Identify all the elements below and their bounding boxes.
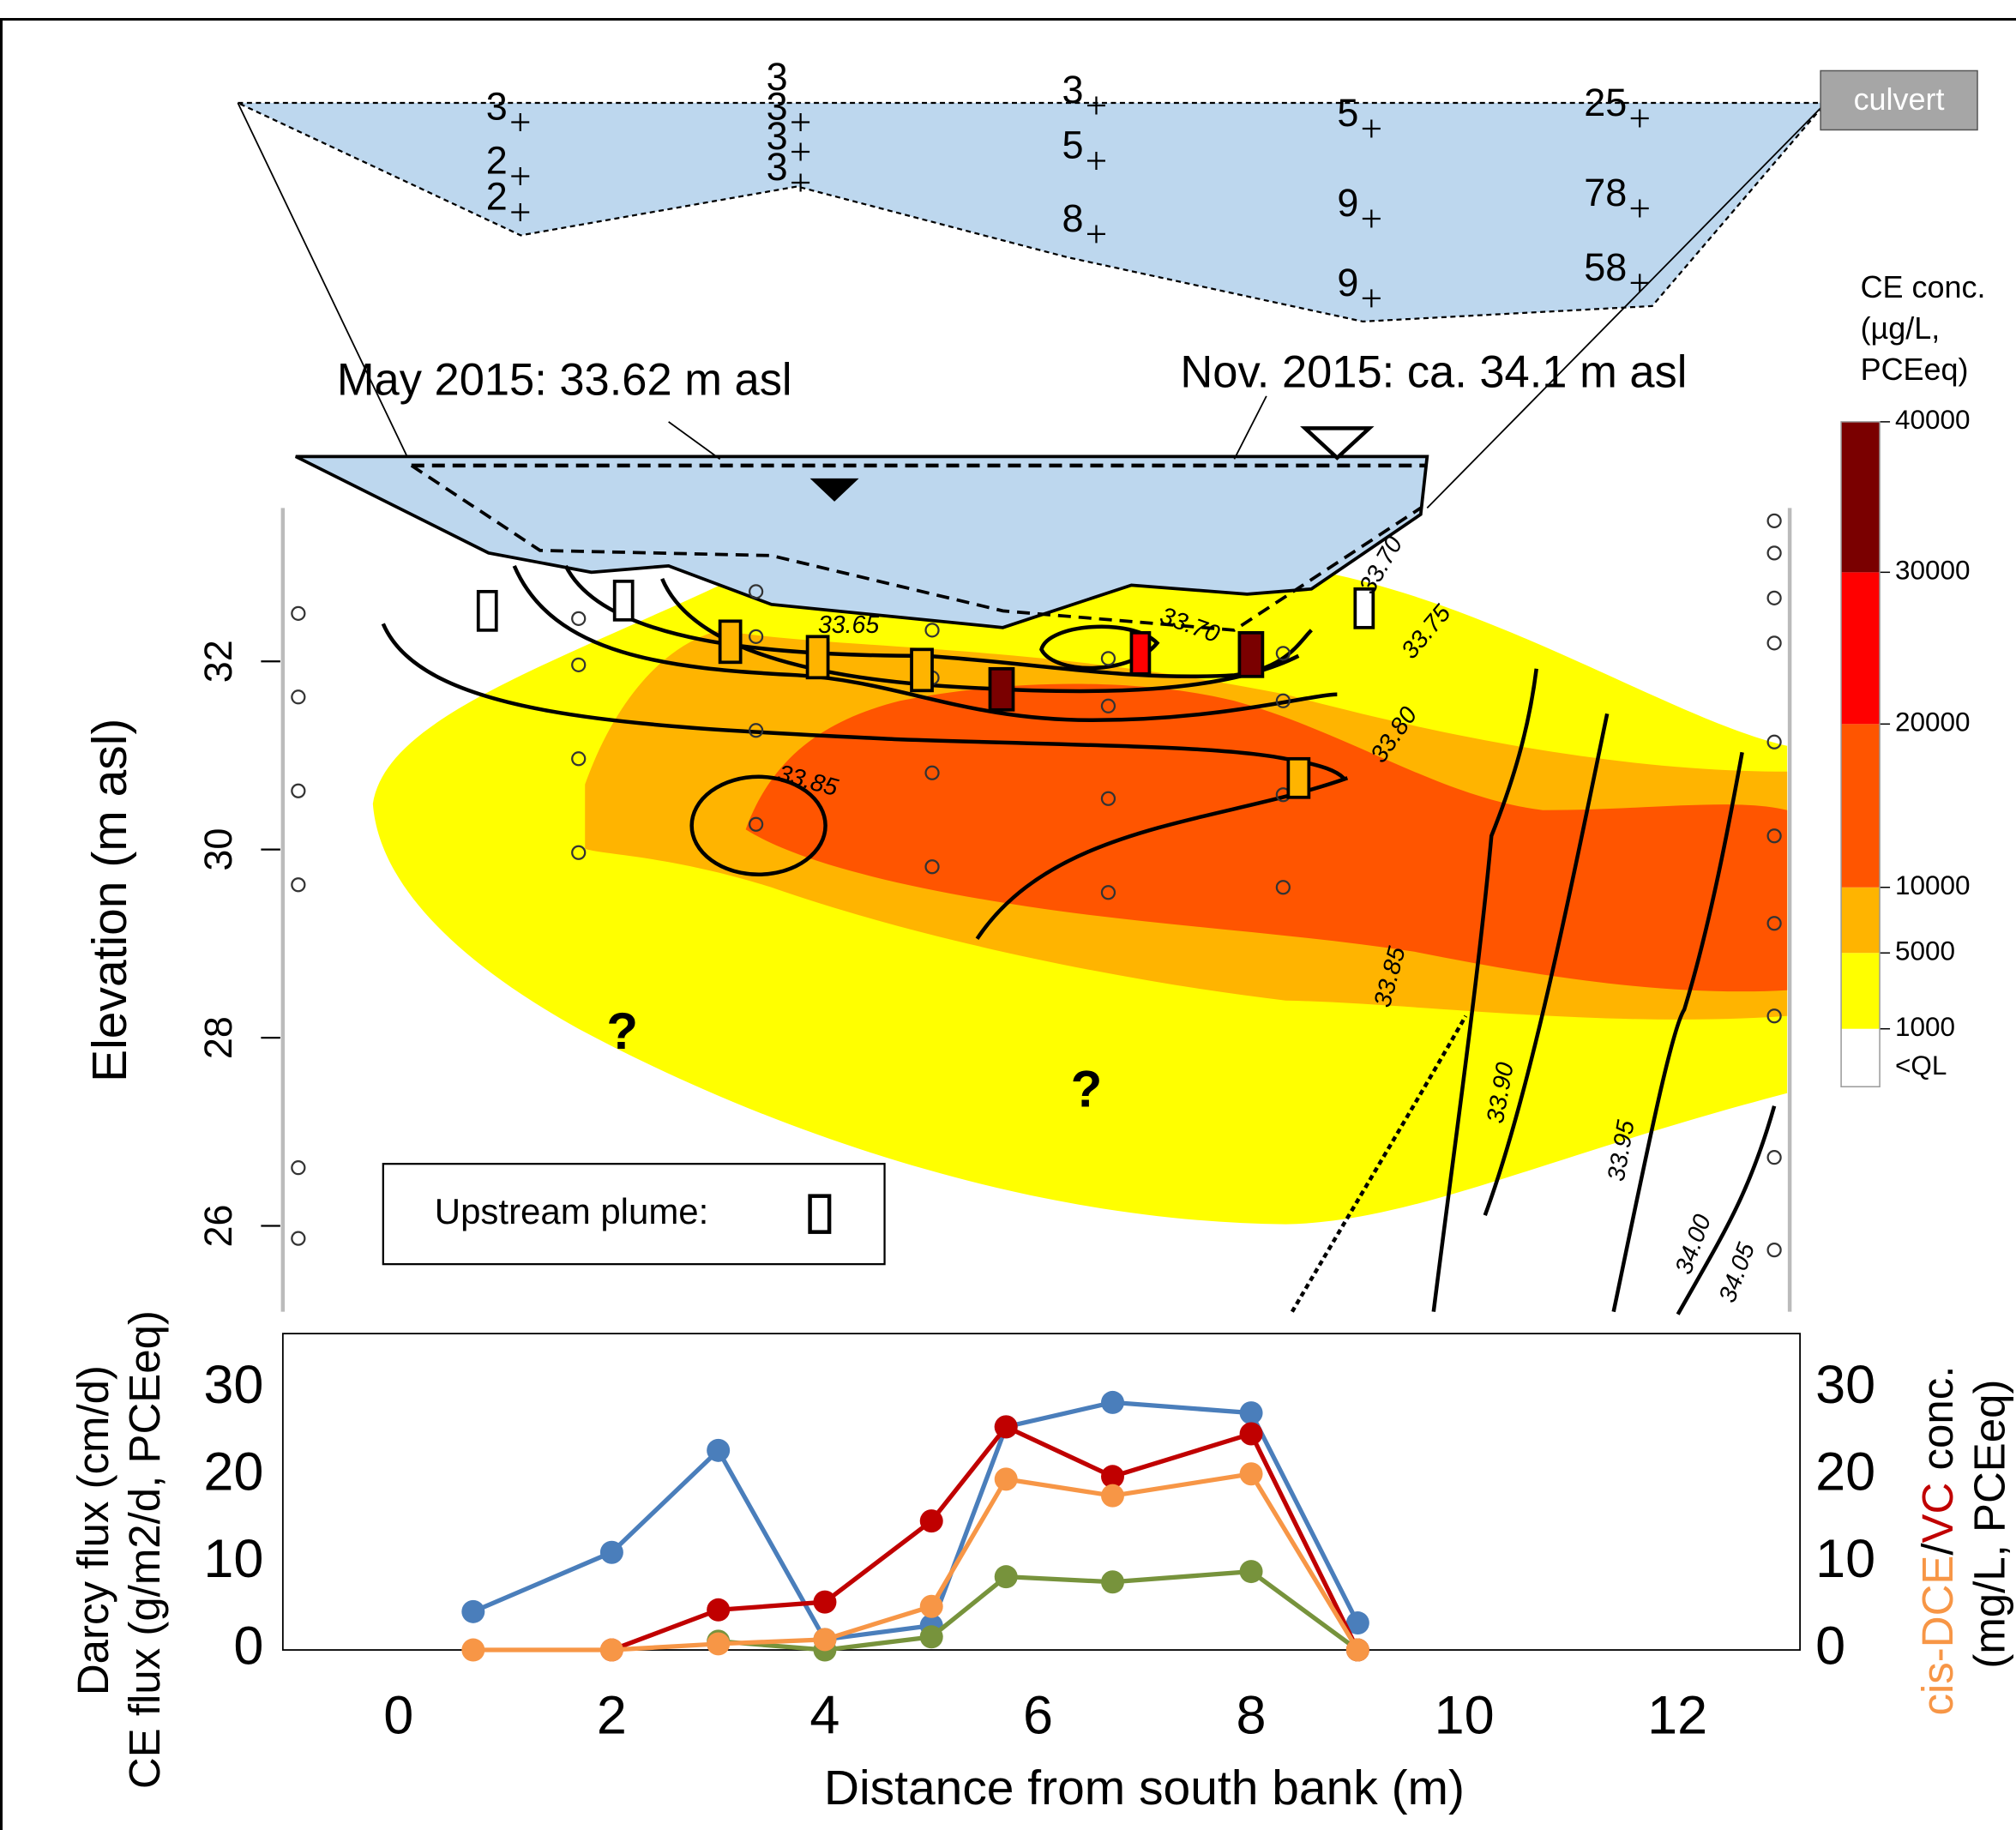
data-point — [1101, 1570, 1124, 1593]
plume-marker — [720, 621, 741, 662]
y2-tick-label: 0 — [1815, 1616, 1845, 1676]
sample-value: 9 — [1337, 181, 1358, 225]
sample-value: 9 — [1337, 261, 1358, 304]
colorbar-band — [1841, 953, 1880, 1028]
colorbar-band — [1841, 422, 1880, 572]
data-point — [995, 1467, 1018, 1490]
y2-tick-label: 20 — [1815, 1442, 1875, 1502]
y2-axis-title-part: conc. — [1914, 1366, 1963, 1483]
colorbar-title: PCEeq) — [1861, 352, 1969, 387]
y2-tick-label: 30 — [1815, 1355, 1875, 1415]
unknown-mark: ? — [606, 1002, 638, 1060]
plume-marker — [1131, 633, 1149, 674]
y-tick-label: 30 — [196, 828, 240, 871]
data-point — [995, 1565, 1018, 1588]
data-point — [461, 1600, 484, 1623]
x-tick-label: 12 — [1647, 1686, 1707, 1746]
y2-axis-title-part: cis-DCE — [1914, 1556, 1963, 1716]
y-tick-label: 28 — [196, 1016, 240, 1059]
data-point — [707, 1598, 730, 1622]
y-tick-label: 20 — [203, 1442, 263, 1502]
plume-marker — [912, 649, 932, 690]
y-tick-label: 30 — [203, 1355, 263, 1415]
y-tick-label: 0 — [233, 1616, 263, 1676]
sample-value: 5 — [1337, 91, 1358, 135]
annotation: Nov. 2015: ca. 34.1 m asl — [1180, 347, 1687, 398]
y-axis-title: Darcy flux (cm/d) — [69, 1365, 117, 1695]
colorbar-below-label: <QL — [1895, 1050, 1947, 1081]
data-point — [920, 1509, 943, 1532]
data-point — [813, 1591, 836, 1614]
y2-axis-title: (mg/L, PCEeq) — [1965, 1380, 2013, 1669]
sample-value: 8 — [1062, 196, 1083, 240]
y-tick-label: 26 — [196, 1204, 240, 1247]
data-point — [707, 1439, 730, 1462]
data-point — [1346, 1639, 1369, 1662]
sample-value: 3 — [486, 84, 508, 128]
x-tick-label: 10 — [1435, 1686, 1495, 1746]
plume-marker — [990, 669, 1014, 710]
sample-value: 25 — [1584, 81, 1627, 124]
colorbar-band — [1841, 1029, 1880, 1087]
sample-value: 3 — [1062, 68, 1083, 111]
colorbar-tick-label: 1000 — [1895, 1012, 1955, 1042]
colorbar-tick-label: 20000 — [1895, 707, 1971, 737]
x-tick-label: 6 — [1023, 1686, 1053, 1746]
x-tick-label: 8 — [1237, 1686, 1267, 1746]
data-point — [1240, 1401, 1263, 1424]
plume-marker — [1239, 633, 1262, 677]
sample-value: 5 — [1062, 123, 1083, 166]
y-tick-label: 10 — [203, 1529, 263, 1589]
y2-axis-title-part: VC — [1914, 1483, 1963, 1544]
legend-marker — [810, 1196, 829, 1232]
legend-label: Upstream plume: — [435, 1191, 709, 1231]
sample-value: 3 — [767, 145, 788, 189]
sample-value: 78 — [1584, 171, 1627, 214]
y-axis-title: CE flux (g/m2/d, PCEeq) — [120, 1310, 169, 1789]
data-point — [920, 1595, 943, 1618]
sample-value: 58 — [1584, 245, 1627, 289]
colorbar-band — [1841, 888, 1880, 953]
data-point — [600, 1639, 623, 1662]
annotation: May 2015: 33.62 m asl — [337, 355, 792, 406]
y2-axis-title-part: / — [1914, 1543, 1963, 1556]
data-point — [707, 1632, 730, 1655]
colorbar-tick-label: 10000 — [1895, 870, 1971, 900]
y2-axis-title: cis-DCE/VC conc. — [1914, 1366, 1963, 1716]
contour-label: 33.65 — [818, 611, 879, 639]
data-point — [920, 1625, 943, 1648]
y-tick-label: 32 — [196, 640, 240, 683]
data-point — [1101, 1484, 1124, 1508]
colorbar-band — [1841, 724, 1880, 887]
culvert-label: culvert — [1854, 81, 1945, 117]
unknown-mark: ? — [1071, 1061, 1103, 1118]
data-point — [995, 1415, 1018, 1438]
colorbar-title: (µg/L, — [1861, 310, 1941, 346]
data-point — [1240, 1560, 1263, 1583]
plume-marker — [615, 581, 633, 620]
y2-tick-label: 10 — [1815, 1529, 1875, 1589]
figure: culvert May 2015: 33.62 m asl Nov. 2015:… — [0, 0, 2016, 1830]
colorbar-tick-label: 40000 — [1895, 405, 1971, 435]
colorbar-tick-label: 5000 — [1895, 936, 1955, 966]
colorbar-tick-label: 30000 — [1895, 556, 1971, 586]
plume-marker — [1288, 759, 1309, 798]
colorbar-band — [1841, 572, 1880, 724]
data-point — [600, 1541, 623, 1564]
x-axis-title: Distance from south bank (m) — [824, 1761, 1465, 1815]
x-tick-label: 4 — [809, 1686, 839, 1746]
data-point — [1240, 1462, 1263, 1485]
data-point — [813, 1628, 836, 1651]
colorbar-title: CE conc. — [1861, 269, 1986, 304]
plume-marker — [478, 592, 496, 630]
x-tick-label: 0 — [383, 1686, 413, 1746]
x-tick-label: 2 — [597, 1686, 627, 1746]
data-point — [1240, 1423, 1263, 1446]
data-point — [1101, 1391, 1124, 1414]
plume-marker — [808, 636, 828, 677]
y-axis-title: Elevation (m asl) — [82, 719, 137, 1082]
data-point — [461, 1639, 484, 1662]
sample-value: 2 — [486, 174, 508, 218]
